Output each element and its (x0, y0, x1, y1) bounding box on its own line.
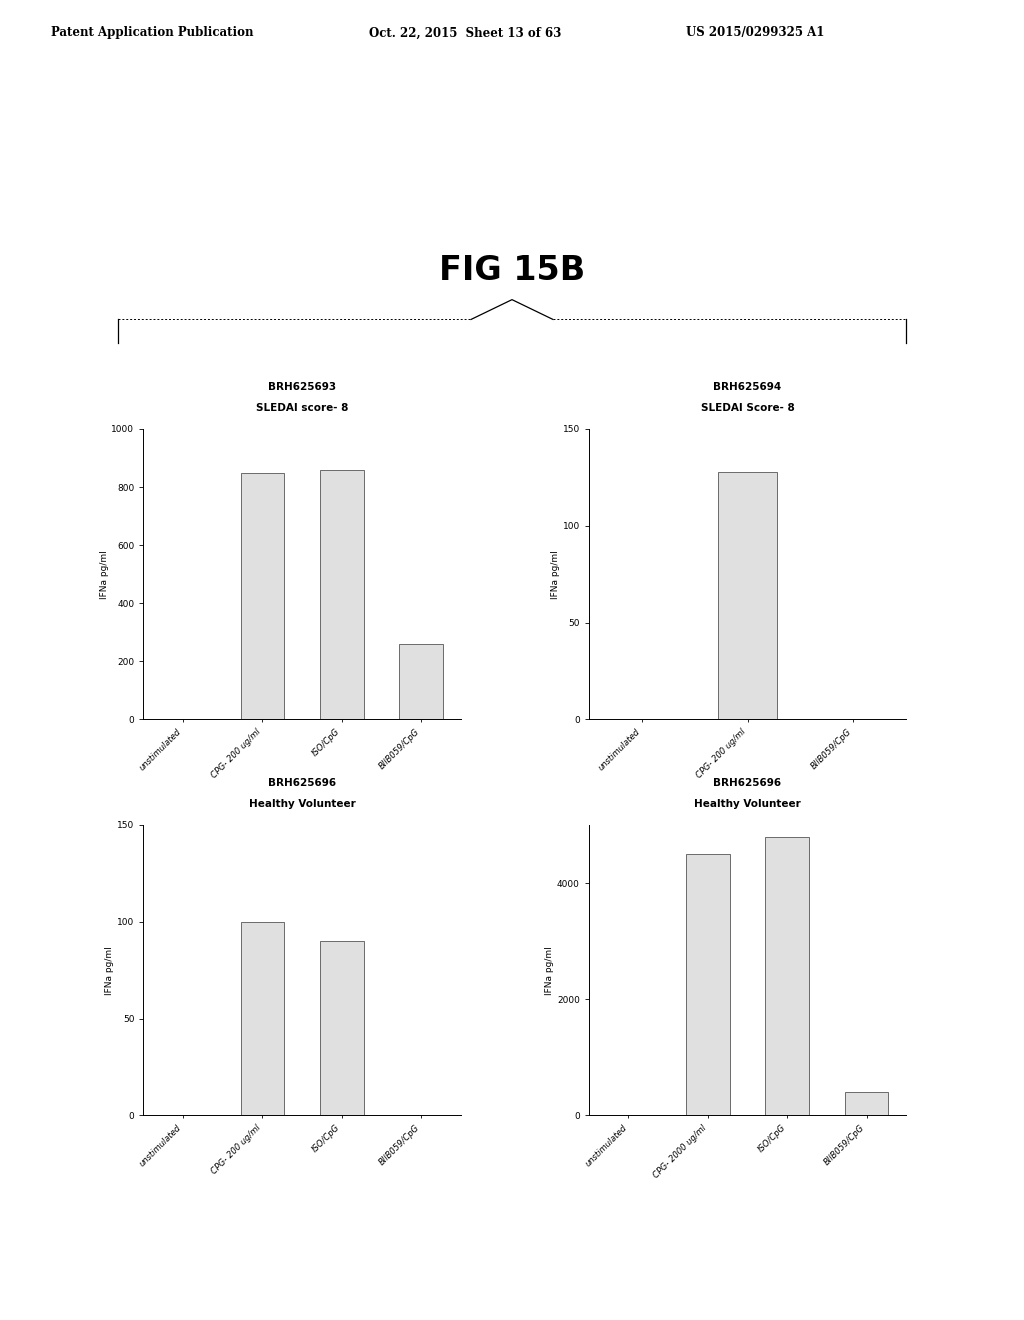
Text: FIG 15B: FIG 15B (439, 253, 585, 286)
Bar (686, 854, 730, 1115)
Bar (399, 644, 443, 719)
Text: Healthy Volunteer: Healthy Volunteer (694, 799, 801, 809)
Text: US 2015/0299325 A1: US 2015/0299325 A1 (686, 26, 824, 40)
Y-axis label: IFNa pg/ml: IFNa pg/ml (545, 946, 554, 994)
Bar (241, 473, 285, 719)
Bar (319, 941, 364, 1115)
Text: BRH625694: BRH625694 (714, 381, 781, 392)
Y-axis label: IFNa pg/ml: IFNa pg/ml (99, 550, 109, 598)
Text: BRH625693: BRH625693 (268, 381, 336, 392)
Text: Healthy Volunteer: Healthy Volunteer (249, 799, 355, 809)
Text: SLEDAI score- 8: SLEDAI score- 8 (256, 403, 348, 413)
Text: Patent Application Publication: Patent Application Publication (51, 26, 254, 40)
Text: BRH625696: BRH625696 (268, 777, 336, 788)
Bar (319, 470, 364, 719)
Text: SLEDAI Score- 8: SLEDAI Score- 8 (700, 403, 795, 413)
Bar (719, 471, 776, 719)
Y-axis label: IFNa pg/ml: IFNa pg/ml (551, 550, 560, 598)
Text: BRH625696: BRH625696 (714, 777, 781, 788)
Bar (845, 1092, 889, 1115)
Bar (241, 921, 285, 1115)
Y-axis label: IFNa pg/ml: IFNa pg/ml (105, 946, 115, 994)
Text: Oct. 22, 2015  Sheet 13 of 63: Oct. 22, 2015 Sheet 13 of 63 (369, 26, 561, 40)
Bar (765, 837, 809, 1115)
